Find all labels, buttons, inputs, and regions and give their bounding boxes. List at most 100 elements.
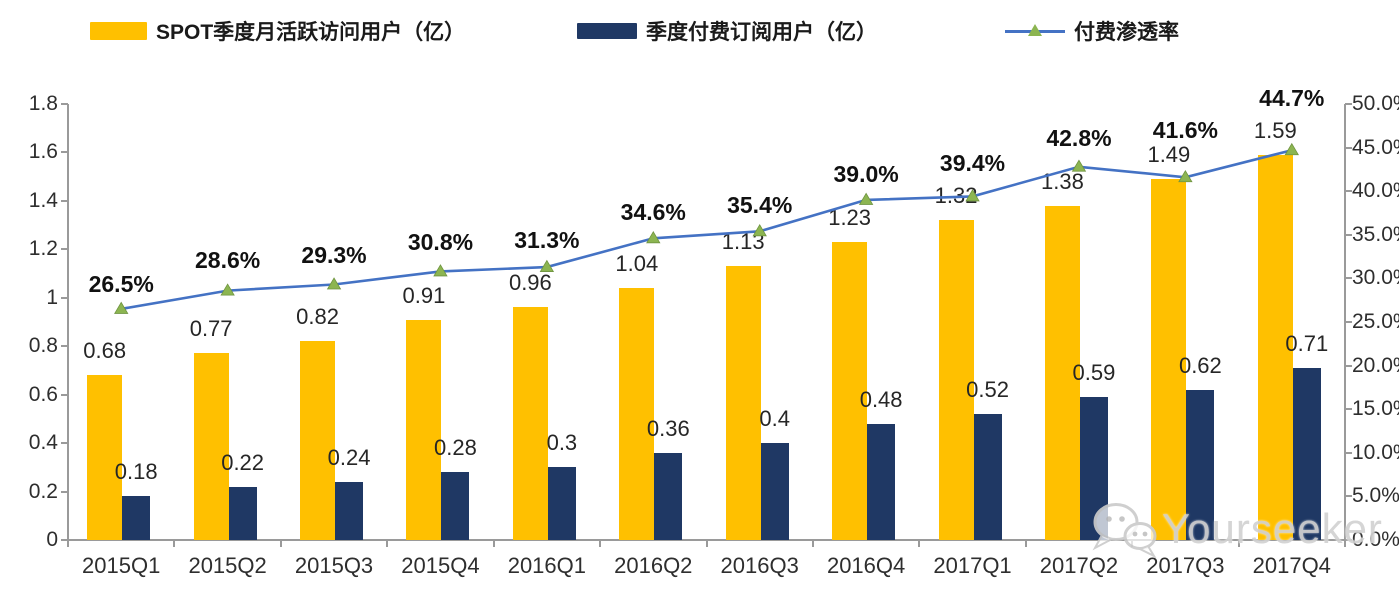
right-axis-tick-label: 20.0%: [1352, 353, 1399, 377]
mau-value-label: 0.91: [402, 282, 446, 308]
left-axis-line: [67, 104, 69, 540]
subscribers-bar: [973, 414, 1002, 540]
subscribers-bar: [867, 423, 896, 540]
triangle-marker-icon: [1028, 24, 1042, 37]
right-axis-tick-label: 40.0%: [1352, 179, 1399, 203]
mau-value-label: 0.68: [83, 338, 127, 364]
left-axis-tick-label: 1: [46, 285, 58, 309]
subscribers-bar: [228, 486, 257, 540]
left-axis-tick-label: 0: [46, 528, 58, 551]
triangle-marker-icon: [326, 277, 342, 290]
left-axis-tick: [61, 490, 68, 493]
left-axis-tick-label: 1.4: [28, 188, 58, 212]
subscribers-value-label: 0.28: [434, 435, 477, 461]
subscribers-value-label: 0.22: [221, 449, 265, 475]
subscribers-value-label: 0.4: [759, 406, 790, 432]
right-axis-tick: [1345, 233, 1352, 236]
mau-bar: [406, 319, 442, 540]
x-axis-category-label: 2016Q1: [507, 553, 586, 578]
right-axis-tick-label: 35.0%: [1352, 222, 1399, 246]
mau-value-label: 1.32: [934, 183, 978, 209]
legend-item-mau: SPOT季度月活跃访问用户（亿）: [90, 18, 465, 44]
right-axis-tick-label: 5.0%: [1352, 484, 1399, 508]
mau-bar: [725, 266, 761, 540]
penetration-pct-label: 30.8%: [407, 229, 474, 256]
subscribers-bar: [654, 452, 683, 540]
penetration-pct-label: 34.6%: [620, 199, 686, 226]
right-axis-tick: [1345, 190, 1352, 193]
penetration-pct-label: 39.4%: [939, 150, 1006, 177]
penetration-pct-label: 31.3%: [514, 227, 580, 254]
subscribers-value-label: 0.3: [546, 430, 578, 456]
legend-item-subscribers: 季度付费订阅用户（亿）: [577, 18, 877, 44]
triangle-marker-icon: [1284, 142, 1299, 156]
left-axis-tick-label: 1.8: [28, 92, 58, 115]
left-axis-tick-label: 0.6: [28, 382, 58, 406]
penetration-line-swatch: [1005, 24, 1065, 37]
right-axis-tick: [1345, 539, 1352, 541]
subscribers-bar: [547, 467, 576, 540]
mau-value-label: 1.04: [615, 251, 659, 277]
x-axis-category-label: 2016Q2: [614, 553, 693, 578]
right-axis-tick: [1345, 364, 1352, 367]
penetration-pct-label: 26.5%: [88, 270, 154, 297]
mau-bar: [512, 307, 548, 540]
x-axis-tick: [1237, 540, 1240, 547]
subscribers-value-label: 0.71: [1285, 331, 1329, 357]
left-axis-tick: [61, 345, 68, 348]
penetration-pct-label: 41.6%: [1152, 117, 1218, 144]
triangle-marker-icon: [114, 301, 129, 314]
x-axis-tick: [492, 540, 495, 547]
right-axis-tick: [1345, 495, 1352, 498]
right-axis-tick-label: 50.0%: [1352, 92, 1399, 115]
watermark-text: Yourseeker: [1162, 505, 1383, 552]
subscribers-value-label: 0.52: [966, 377, 1009, 403]
left-axis-tick: [61, 539, 68, 541]
mau-bar: [193, 353, 229, 540]
x-axis-tick: [599, 540, 602, 547]
x-axis-tick: [1344, 540, 1346, 547]
left-axis-tick: [61, 248, 68, 251]
x-axis-category-label: 2016Q4: [826, 553, 906, 578]
x-axis-tick: [67, 540, 69, 547]
right-axis-tick-label: 25.0%: [1352, 310, 1399, 333]
x-axis-category-label: 2017Q3: [1146, 553, 1225, 578]
x-axis-tick: [173, 540, 176, 547]
x-axis-category-label: 2015Q2: [188, 553, 267, 578]
left-axis-tick: [61, 393, 68, 396]
right-axis-tick: [1345, 103, 1352, 105]
x-axis-category-label: 2015Q4: [401, 553, 480, 578]
right-axis-tick-label: 30.0%: [1352, 266, 1399, 290]
x-axis-category-label: 2016Q3: [720, 553, 799, 578]
x-axis-tick: [1024, 540, 1027, 547]
right-axis-tick-label: 45.0%: [1352, 135, 1399, 159]
penetration-pct-label: 35.4%: [727, 192, 793, 219]
legend-label-mau: SPOT季度月活跃访问用户（亿）: [156, 21, 466, 44]
left-axis-tick: [61, 103, 68, 105]
triangle-marker-icon: [433, 264, 448, 277]
legend-label-subscribers: 季度付费订阅用户（亿）: [646, 21, 877, 44]
mau-value-label: 0.96: [508, 270, 552, 296]
subscribers-value-label: 0.24: [327, 444, 371, 470]
x-axis-category-label: 2017Q1: [933, 553, 1012, 578]
mau-value-label: 1.13: [721, 229, 765, 255]
mau-bar-swatch: [90, 22, 147, 40]
subscribers-bar-swatch: [577, 23, 637, 39]
x-axis-tick: [386, 540, 389, 547]
subscribers-bar: [441, 472, 470, 540]
left-axis-tick: [61, 442, 68, 445]
x-axis-category-label: 2015Q1: [82, 553, 161, 578]
right-axis-tick-label: 15.0%: [1352, 397, 1399, 421]
wechat-icon: [1092, 503, 1157, 559]
triangle-marker-icon: [858, 192, 874, 205]
mau-value-label: 1.59: [1253, 117, 1297, 143]
x-axis-tick: [705, 540, 708, 547]
penetration-pct-label: 39.0%: [833, 160, 899, 187]
right-axis-tick: [1345, 277, 1352, 280]
left-axis-tick: [61, 296, 68, 299]
subscribers-bar: [760, 443, 789, 540]
mau-bar: [619, 288, 655, 540]
subscribers-value-label: 0.36: [646, 415, 690, 441]
subscribers-value-label: 0.18: [114, 459, 158, 485]
left-axis-tick: [61, 199, 68, 202]
